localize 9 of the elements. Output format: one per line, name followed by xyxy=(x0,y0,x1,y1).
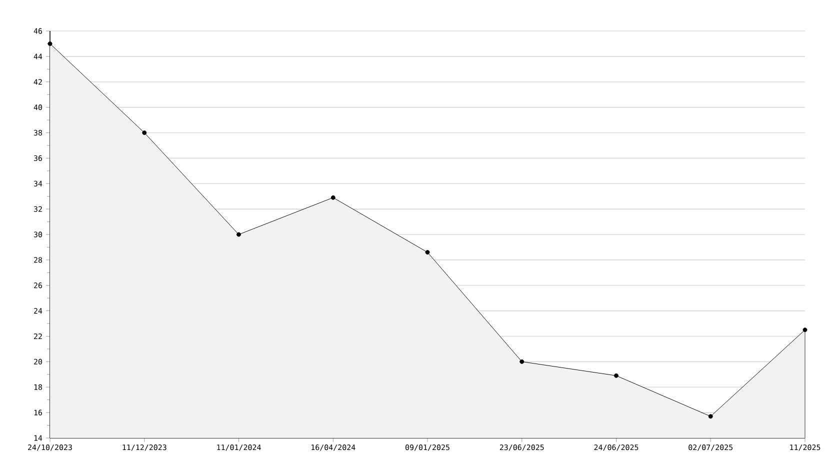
point xyxy=(520,359,524,364)
point xyxy=(48,41,52,46)
point xyxy=(330,195,336,200)
point xyxy=(142,130,147,135)
point xyxy=(236,232,241,237)
point xyxy=(708,414,713,419)
point xyxy=(425,250,430,255)
point xyxy=(802,328,808,332)
point xyxy=(614,373,618,378)
